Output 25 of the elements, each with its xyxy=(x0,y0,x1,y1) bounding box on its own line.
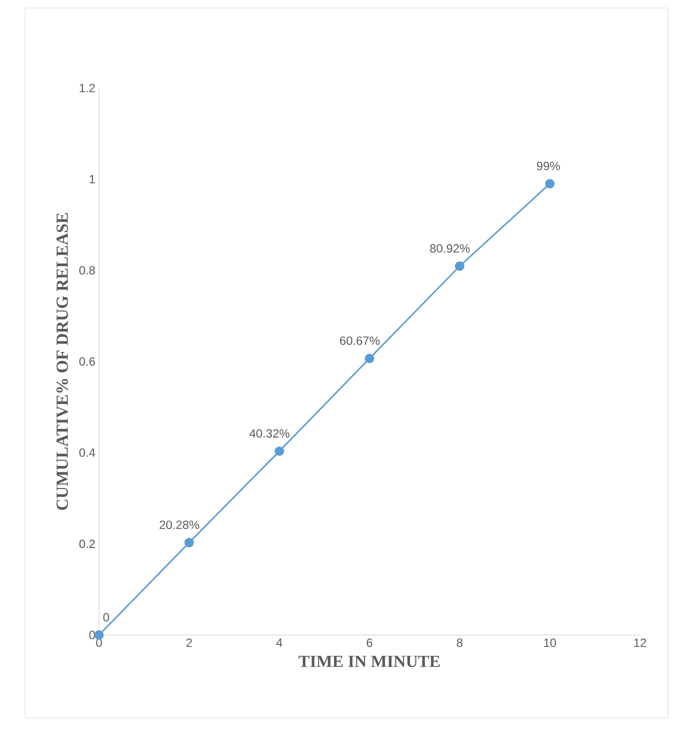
point xyxy=(274,446,284,456)
data-label: 99% xyxy=(536,162,560,170)
y-tick-label: 0.6 xyxy=(79,357,95,366)
y-tick-label: 0.4 xyxy=(79,448,96,457)
x-tick-label: 4 xyxy=(276,638,282,647)
y-tick-label: 1 xyxy=(90,175,95,184)
data-label: 20.28% xyxy=(160,520,200,530)
data-label: 80.92% xyxy=(430,244,470,253)
data-label: 40.32% xyxy=(250,429,290,438)
data-label: 60.67% xyxy=(340,336,380,345)
point xyxy=(545,178,555,188)
data-label: 0 xyxy=(103,613,110,622)
point xyxy=(454,261,464,271)
x-tick-label: 12 xyxy=(634,638,646,647)
x-tick-label: 10 xyxy=(544,638,556,647)
x-tick-label: 2 xyxy=(186,638,192,647)
y-tick-label: 0.8 xyxy=(79,266,95,275)
point xyxy=(364,354,374,364)
y-tick-label: 0.2 xyxy=(79,540,95,548)
x-tick-label: 6 xyxy=(366,638,372,647)
y-tick-label: 1.2 xyxy=(80,84,95,92)
x-tick-label: 8 xyxy=(456,638,462,647)
point xyxy=(184,538,194,548)
x-axis-title: TIME IN MINUTE xyxy=(298,656,440,668)
y-axis-title: CUMULATIVE% OF DRUG RELEASE xyxy=(56,213,68,510)
